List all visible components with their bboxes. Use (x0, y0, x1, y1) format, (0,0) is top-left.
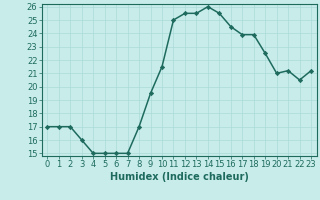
X-axis label: Humidex (Indice chaleur): Humidex (Indice chaleur) (110, 172, 249, 182)
